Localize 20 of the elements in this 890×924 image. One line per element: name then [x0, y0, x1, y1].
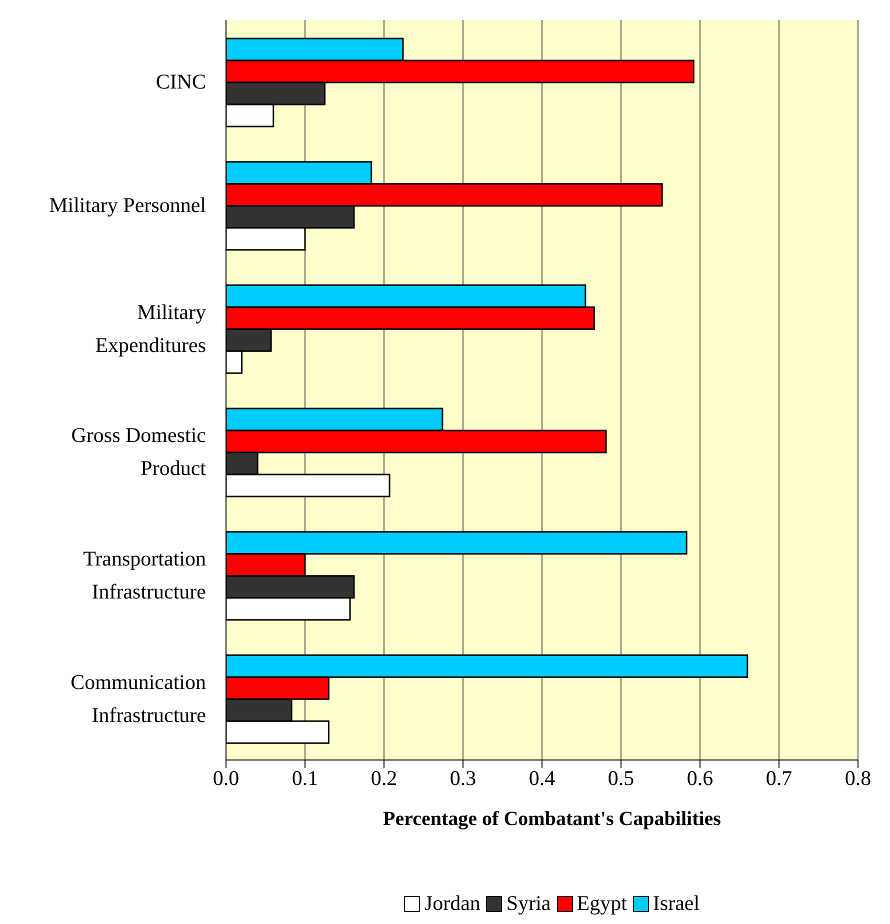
y-tick-label: Transportation Infrastructure: [83, 546, 206, 604]
legend-label: Syria: [505, 891, 551, 916]
x-tick-label: 0.4: [528, 766, 556, 790]
x-tick-label: 0.7: [766, 766, 792, 790]
y-tick-label: CINC: [156, 70, 206, 94]
x-tick-label: 0.2: [370, 766, 398, 790]
y-tick-label: Communication Infrastructure: [70, 670, 206, 727]
y-tick-label: Military Expenditures: [95, 300, 206, 357]
y-tick-label: Gross Domestic Product: [71, 423, 206, 480]
legend-label: Egypt: [576, 891, 627, 916]
x-tick-label: 0.0: [212, 766, 240, 790]
x-tick-label: 0.8: [844, 766, 872, 790]
x-axis-title: Percentage of Combatant's Capabilities: [382, 808, 722, 831]
x-tick-label: 0.6: [686, 766, 714, 790]
x-tick-label: 0.5: [608, 766, 634, 790]
x-tick-label: 0.1: [292, 766, 318, 790]
y-tick-label: Military Personnel: [49, 193, 206, 217]
legend-label: Israel: [652, 891, 700, 916]
legend-label: Jordan: [423, 891, 480, 916]
x-tick-label: 0.3: [450, 766, 476, 790]
